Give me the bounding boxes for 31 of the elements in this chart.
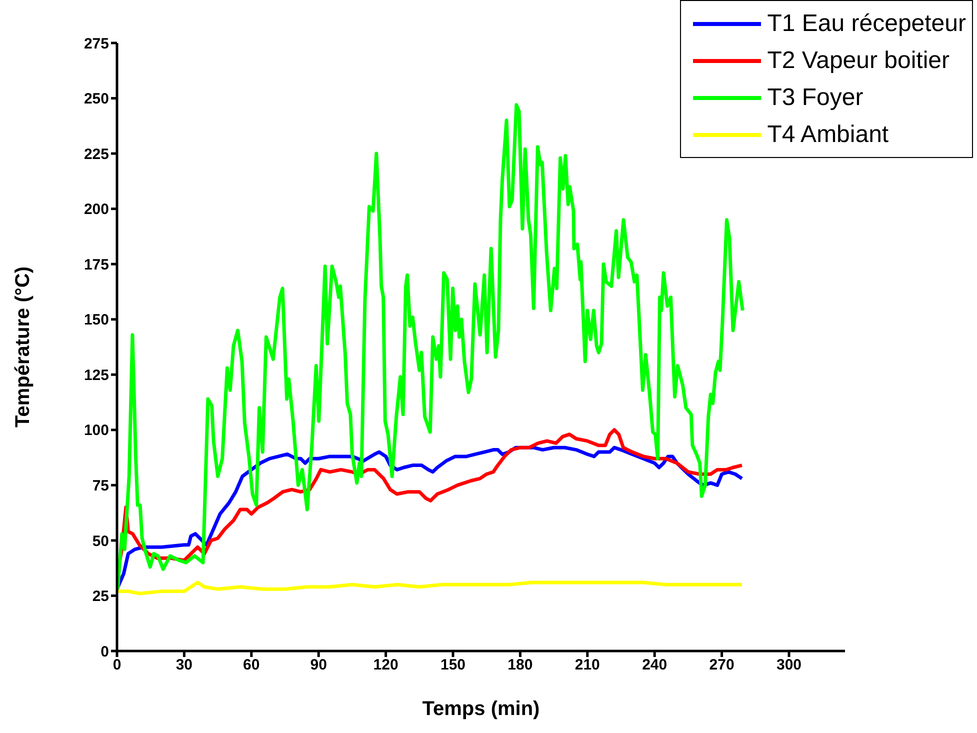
y-tick-label: 150 xyxy=(84,312,109,329)
legend-label: T3 Foyer xyxy=(767,84,864,112)
x-tick-label: 30 xyxy=(176,656,193,674)
y-tick-label: 0 xyxy=(100,643,109,660)
y-tick-label: 25 xyxy=(92,588,109,606)
x-axis-title: Temps (min) xyxy=(422,698,540,720)
x-tick-label: 300 xyxy=(776,656,802,674)
x-tick-label: 180 xyxy=(508,656,533,674)
y-tick-label: 225 xyxy=(84,146,109,163)
line-series xyxy=(117,580,744,596)
x-tick-label: 150 xyxy=(440,656,466,674)
x-tick-label: 90 xyxy=(310,656,327,674)
x-tick-label: 210 xyxy=(574,656,600,674)
x-tick-label: 120 xyxy=(373,656,398,674)
line-series xyxy=(117,103,744,591)
y-tick-label: 100 xyxy=(84,422,109,440)
y-tick-label: 250 xyxy=(84,90,109,108)
y-tick-label: 200 xyxy=(84,201,109,218)
legend-label: T4 Ambiant xyxy=(767,120,889,148)
x-tick-label: 60 xyxy=(243,656,260,674)
y-tick-label: 125 xyxy=(84,366,109,384)
y-tick-label: 75 xyxy=(92,478,109,495)
y-axis-title: Température (°C) xyxy=(12,266,34,428)
x-tick-label: 0 xyxy=(112,656,122,674)
y-tick-label: 275 xyxy=(84,35,109,52)
y-tick-label: 175 xyxy=(84,256,109,274)
y-tick-label: 50 xyxy=(92,532,109,550)
legend-label: T1 Eau récepeteur xyxy=(767,10,966,38)
x-tick-label: 240 xyxy=(642,656,668,674)
x-tick-label: 270 xyxy=(709,656,734,674)
legend-label: T2 Vapeur boitier xyxy=(767,46,950,74)
